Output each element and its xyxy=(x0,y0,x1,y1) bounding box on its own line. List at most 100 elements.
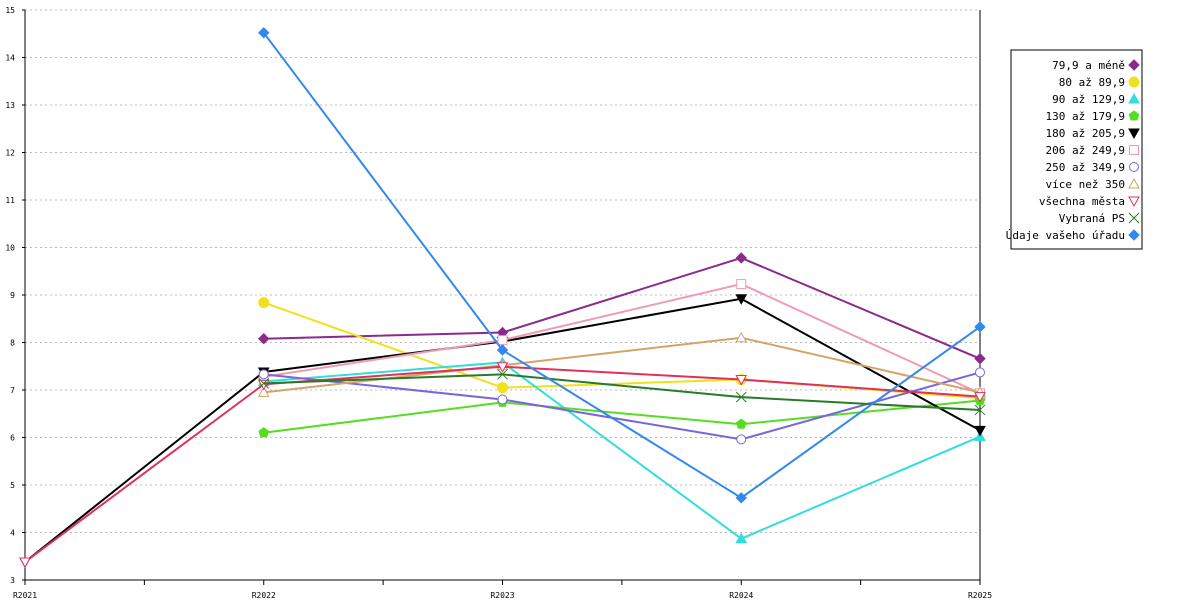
data-point-stroke xyxy=(974,404,986,416)
legend-item: Údaje vašeho úřadu xyxy=(1006,229,1140,242)
series-6 xyxy=(258,367,985,445)
data-point-stroke xyxy=(497,368,508,380)
data-point xyxy=(974,392,986,403)
series-line xyxy=(262,32,981,500)
data-point xyxy=(1128,92,1140,104)
data-point-stroke xyxy=(258,377,270,389)
legend-label: 250 až 349,9 xyxy=(1046,161,1125,174)
y-tick-label: 9 xyxy=(10,291,15,300)
data-point xyxy=(736,434,747,445)
data-point xyxy=(974,425,986,437)
data-point xyxy=(496,344,509,356)
data-point xyxy=(736,279,747,290)
data-point xyxy=(1128,59,1140,71)
data-point xyxy=(19,557,31,568)
legend-item: 206 až 249,9 xyxy=(1046,144,1139,157)
y-tick-label: 10 xyxy=(5,244,15,253)
data-point xyxy=(257,386,270,397)
data-point xyxy=(1129,145,1139,155)
x-tick-label: R2021 xyxy=(13,591,37,600)
data-point xyxy=(975,367,985,378)
x-tick-label: R2023 xyxy=(490,591,514,600)
grid-layer xyxy=(25,9,980,533)
y-tick-label: 15 xyxy=(5,6,15,15)
data-point xyxy=(258,27,270,39)
series-1 xyxy=(258,297,986,404)
legend-label: více než 350 xyxy=(1046,178,1125,191)
legend-label: 180 až 205,9 xyxy=(1046,127,1125,140)
data-point xyxy=(1128,196,1140,208)
data-point xyxy=(258,369,269,380)
data-point xyxy=(735,294,748,305)
x-tick-label: R2025 xyxy=(968,591,992,600)
legend-item: více než 350 xyxy=(1046,177,1140,191)
legend-item: 250 až 349,9 xyxy=(1046,161,1139,174)
data-point xyxy=(1128,110,1140,121)
data-point-stroke xyxy=(735,391,747,403)
y-tick-label: 8 xyxy=(10,339,15,348)
data-point-stroke xyxy=(1128,212,1140,224)
series-line xyxy=(263,301,981,400)
y-tick-label: 13 xyxy=(5,101,15,110)
y-tick-label: 5 xyxy=(10,481,15,490)
data-point xyxy=(1129,162,1139,172)
data-point xyxy=(735,252,747,264)
data-point xyxy=(974,321,986,333)
data-point xyxy=(1128,177,1140,189)
data-point xyxy=(735,331,748,343)
data-point xyxy=(1128,128,1140,140)
legend-label: všechna města xyxy=(1039,195,1125,208)
y-tick-label: 7 xyxy=(10,386,15,395)
series-10 xyxy=(258,27,986,504)
data-point xyxy=(1128,229,1140,241)
x-tick-label: R2024 xyxy=(729,591,753,600)
data-point xyxy=(497,335,508,346)
series-line xyxy=(263,399,981,434)
data-point xyxy=(1128,76,1140,88)
legend-item: 79,9 a méně xyxy=(1052,59,1140,72)
y-tick-label: 3 xyxy=(10,576,15,585)
legend-item: 180 až 205,9 xyxy=(1046,127,1140,140)
legend-label: 79,9 a méně xyxy=(1052,59,1125,72)
data-point xyxy=(735,391,747,403)
legend-item: všechna města xyxy=(1039,195,1140,208)
y-tick-label: 4 xyxy=(10,529,15,538)
series-line xyxy=(263,283,981,395)
data-point xyxy=(735,492,747,504)
data-point xyxy=(258,297,270,309)
legend-item: Vybraná PS xyxy=(1059,212,1140,225)
series-0 xyxy=(258,252,986,365)
data-point xyxy=(258,427,270,438)
data-point xyxy=(974,352,986,365)
data-point xyxy=(496,362,509,373)
legend-label: Vybraná PS xyxy=(1059,212,1125,225)
y-tick-label: 14 xyxy=(5,54,15,63)
series-layer xyxy=(19,27,986,568)
legend-label: 130 až 179,9 xyxy=(1046,110,1125,123)
legend-box xyxy=(1010,49,1143,250)
y-tick-label: 6 xyxy=(10,434,15,443)
legend-label: 90 až 129,9 xyxy=(1052,93,1125,106)
series-line xyxy=(263,361,981,540)
legend-item: 80 až 89,9 xyxy=(1059,76,1140,89)
axis-layer: 3 4 5 6 7 8 9 10 11 12 13 14 15 R2021 R2022 R2023 R2024 R… xyxy=(5,6,992,600)
data-point xyxy=(735,375,748,386)
data-point xyxy=(497,368,508,380)
data-point xyxy=(735,532,748,544)
series-line xyxy=(263,256,981,360)
y-tick-label: 11 xyxy=(5,196,15,205)
data-point xyxy=(1128,212,1140,224)
legend-item: 130 až 179,9 xyxy=(1046,110,1140,123)
data-point xyxy=(497,382,508,394)
data-point xyxy=(258,332,270,345)
data-point xyxy=(497,394,508,405)
legend-label: Údaje vašeho úřadu xyxy=(1006,229,1125,242)
data-point xyxy=(735,418,747,429)
series-9 xyxy=(258,368,986,416)
series-line xyxy=(263,373,981,411)
legend: 79,9 a méně 80 až 89,9 90 až 129,9 130 až 1… xyxy=(1006,49,1143,250)
x-tick-label: R2022 xyxy=(252,591,276,600)
legend-label: 80 až 89,9 xyxy=(1059,76,1125,89)
